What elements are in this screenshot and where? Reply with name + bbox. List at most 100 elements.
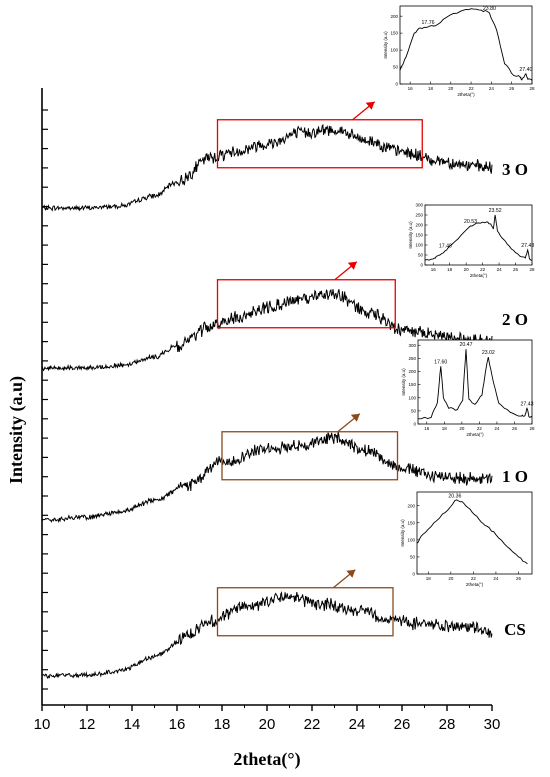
inset-x-label: 2theta(°) <box>466 432 484 437</box>
inset-peak-label: 20.47 <box>459 342 472 348</box>
inset-peak-label: 17.48 <box>439 244 452 250</box>
inset-x-label: 2theta(°) <box>466 582 484 587</box>
inset-x-tick-label: 24 <box>494 426 500 431</box>
inset-x-tick-label: 16 <box>408 86 414 91</box>
inset-x-tick-label: 22 <box>480 267 486 272</box>
inset-peak-label: 27.40 <box>519 67 532 73</box>
inset-y-tick-label: 200 <box>407 503 415 508</box>
x-tick-label: 30 <box>484 716 501 733</box>
inset-y-tick-label: 250 <box>415 213 423 218</box>
main-series-group <box>41 123 493 680</box>
inset-frame <box>399 5 533 85</box>
inset-y-label: Intensity (a.u) <box>401 368 406 396</box>
inset-frame <box>416 491 533 575</box>
series-label-0: 3 O <box>502 160 528 179</box>
series-label-1: 2 O <box>502 310 528 329</box>
inset-y-tick-label: 300 <box>415 203 423 208</box>
inset-x-tick-label: 22 <box>469 86 475 91</box>
x-axis-label: 2theta(°) <box>233 749 300 770</box>
inset-y-tick-label: 100 <box>407 537 415 542</box>
inset-x-tick-label: 16 <box>424 426 430 431</box>
highlight-box-0 <box>216 119 423 169</box>
series-line-0 <box>41 123 493 212</box>
inset-y-label: Intensity (a.u) <box>383 31 388 59</box>
x-tick-label: 24 <box>349 716 366 733</box>
inset-frame <box>417 339 533 425</box>
x-tick-label: 12 <box>79 716 96 733</box>
inset-trace <box>416 499 528 565</box>
inset-x-tick-label: 20 <box>448 576 454 581</box>
x-tick-label: 10 <box>34 716 51 733</box>
inset-peak-label: 23.80 <box>483 6 496 12</box>
inset-x-tick-label: 16 <box>431 267 437 272</box>
inset-peak-label: 27.43 <box>521 401 534 407</box>
inset-y-tick-label: 200 <box>415 223 423 228</box>
highlight-boxes <box>216 101 423 637</box>
inset-y-tick-label: 100 <box>408 395 416 400</box>
series-label-2: 1 O <box>502 467 528 486</box>
inset-x-tick-label: 24 <box>493 576 499 581</box>
x-tick-label: 28 <box>439 716 456 733</box>
inset-x-tick-label: 28 <box>529 267 535 272</box>
inset-0: 16 18 20 22 24 26 28 0 50 100 150 200 2theta(°) Inten… <box>383 5 535 97</box>
inset-peak-label: 17.60 <box>434 359 447 365</box>
inset-x-tick-label: 28 <box>529 86 535 91</box>
inset-x-tick-label: 26 <box>516 576 522 581</box>
series-line-3 <box>41 591 493 680</box>
inset-peak-label: 17.76 <box>422 20 435 26</box>
inset-peak-label: 27.48 <box>521 243 534 249</box>
inset-peak-label: 20.36 <box>448 494 461 500</box>
inset-peak-label: 23.02 <box>482 350 495 356</box>
x-tick-label: 14 <box>124 716 141 733</box>
x-tick-label: 18 <box>214 716 231 733</box>
inset-3: 18 20 22 24 26 0 50 100 150 200 2theta(°) Intensity… <box>400 491 533 587</box>
inset-trace <box>399 8 533 81</box>
inset-y-tick-label: 200 <box>390 14 398 19</box>
highlight-box-2 <box>221 431 399 481</box>
series-line-1 <box>41 288 493 372</box>
inset-y-tick-label: 100 <box>390 48 398 53</box>
highlight-box-3 <box>216 587 394 637</box>
inset-arrowhead-1 <box>347 261 357 270</box>
inset-y-tick-label: 50 <box>411 408 417 413</box>
inset-y-tick-label: 50 <box>410 555 416 560</box>
highlight-box-1 <box>216 279 396 329</box>
inset-peak-label: 23.52 <box>489 208 502 214</box>
inset-frame <box>424 204 533 266</box>
inset-peak-label: 20.53 <box>464 219 477 225</box>
x-tick-label: 20 <box>259 716 276 733</box>
inset-y-tick-label: 150 <box>390 31 398 36</box>
inset-x-label: 2theta(°) <box>457 92 475 97</box>
inset-y-tick-label: 100 <box>415 243 423 248</box>
inset-y-label: Intensity (a.u) <box>400 519 405 547</box>
inset-x-tick-label: 26 <box>512 426 518 431</box>
inset-y-tick-label: 150 <box>408 382 416 387</box>
inset-x-tick-label: 24 <box>489 86 495 91</box>
inset-x-tick-label: 26 <box>513 267 519 272</box>
inset-x-tick-label: 20 <box>448 86 454 91</box>
inset-y-tick-label: 200 <box>408 369 416 374</box>
x-tick-label: 16 <box>169 716 186 733</box>
inset-1: 16 18 20 22 24 26 28 0 50 100 150 200 250 300 2theta(°… <box>408 203 535 278</box>
series-labels: 3 O 2 O 1 O CS <box>502 160 528 639</box>
inset-x-label: 2theta(°) <box>470 273 488 278</box>
x-tick-label: 26 <box>394 716 411 733</box>
insets-group: 16 18 20 22 24 26 280501001502002theta(°)Inten… <box>383 5 535 587</box>
inset-y-tick-label: 0 <box>413 422 416 427</box>
y-axis-label: Intensity (a.u) <box>6 376 27 484</box>
inset-x-tick-label: 20 <box>459 426 465 431</box>
inset-x-tick-label: 22 <box>477 426 483 431</box>
inset-y-tick-label: 0 <box>412 572 415 577</box>
inset-y-tick-label: 50 <box>393 65 399 70</box>
x-tick-label: 22 <box>304 716 321 733</box>
inset-y-tick-label: 250 <box>408 356 416 361</box>
inset-arrowhead-2 <box>350 413 360 422</box>
inset-y-tick-label: 0 <box>420 263 423 268</box>
inset-x-tick-label: 18 <box>426 576 432 581</box>
inset-arrowhead-3 <box>346 569 356 578</box>
inset-x-tick-label: 28 <box>529 426 535 431</box>
inset-x-tick-label: 26 <box>509 86 515 91</box>
main-axes: 10 12 14 16 18 20 22 24 26 28 30 2theta(°) Intensity… <box>6 88 500 770</box>
inset-x-tick-label: 24 <box>497 267 503 272</box>
